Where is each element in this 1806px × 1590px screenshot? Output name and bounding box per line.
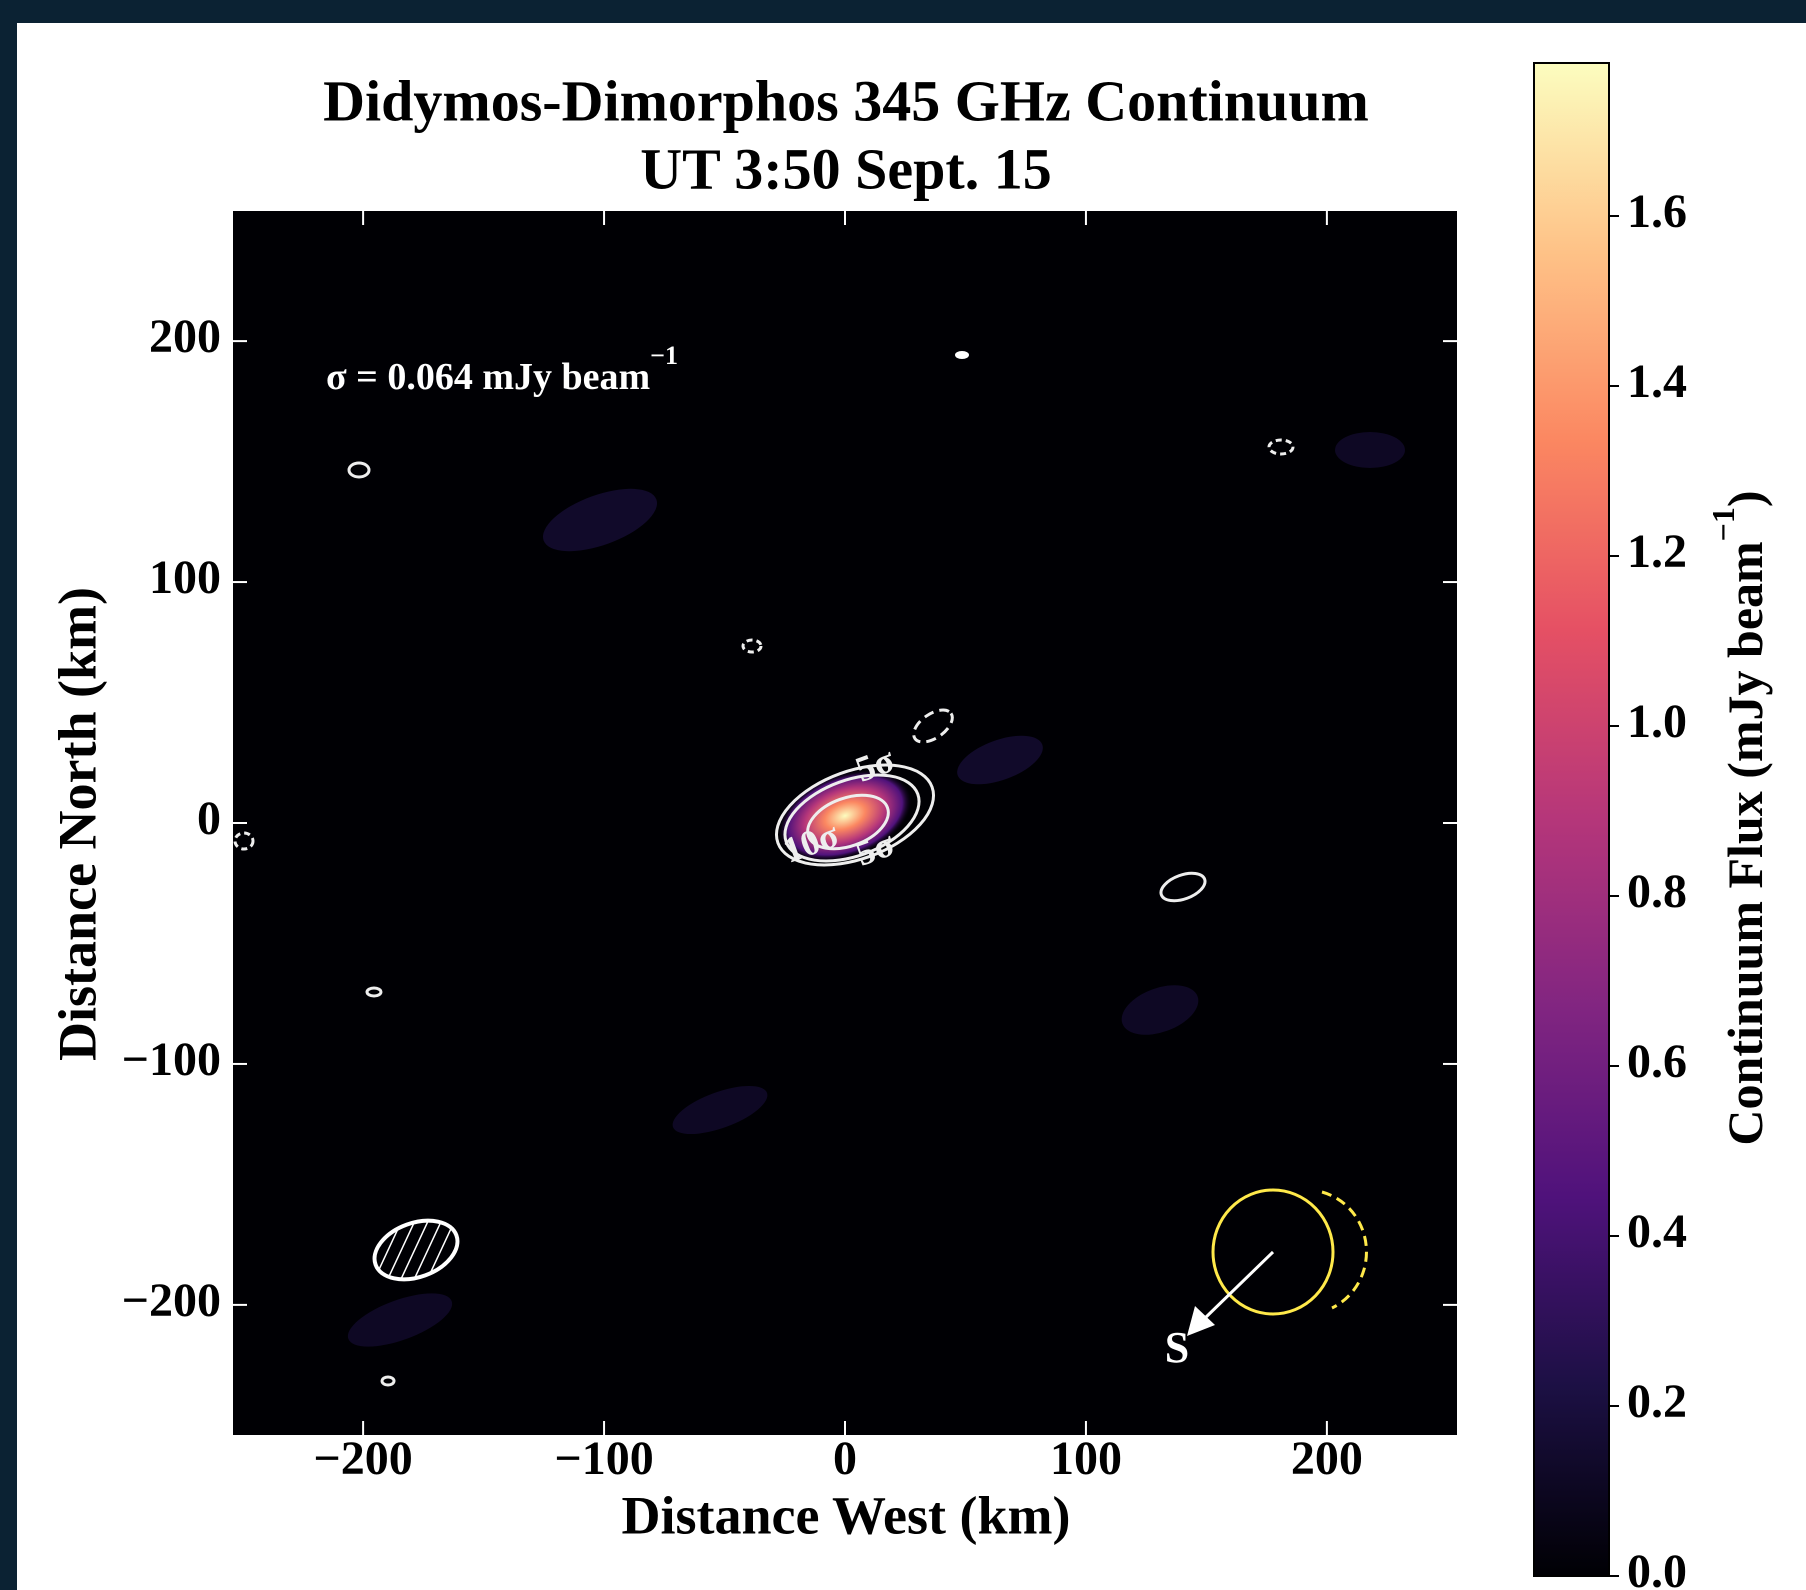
colorbar-label-superscript: −1: [1705, 507, 1741, 541]
x-tick-label: 0: [833, 1432, 857, 1485]
y-tick-label: 0: [197, 792, 221, 845]
x-tick-label: −200: [313, 1432, 412, 1485]
colorbar-tick-label: 1.6: [1627, 185, 1687, 238]
colorbar-tick-label: 0.2: [1627, 1375, 1687, 1428]
y-tick-label: 100: [149, 551, 221, 604]
y-tick-label: −100: [122, 1033, 221, 1086]
x-axis-label: Distance West (km): [622, 1485, 1071, 1545]
y-axis-label: Distance North (km): [47, 587, 107, 1061]
colorbar-tick-label: 1.0: [1627, 695, 1687, 748]
direction-label: S: [1165, 1323, 1189, 1372]
colorbar-tick-label: 1.4: [1627, 355, 1687, 408]
colorbar-tick-label: 0.8: [1627, 865, 1687, 918]
colorbar-label-text: Continuum Flux (mJy beam: [1717, 541, 1773, 1145]
y-tick-label: 200: [149, 310, 221, 363]
colorbar: [1534, 63, 1609, 1576]
colorbar-tick-label: 0.6: [1627, 1035, 1687, 1088]
chart-subtitle: UT 3:50 Sept. 15: [640, 136, 1051, 201]
colorbar-tick-label: 0.0: [1627, 1545, 1687, 1590]
annotation-superscript: −1: [650, 341, 678, 370]
chart-title: Didymos-Dimorphos 345 GHz Continuum: [323, 68, 1369, 133]
x-tick-label: 100: [1050, 1432, 1122, 1485]
x-tick-label: 200: [1291, 1432, 1363, 1485]
chart: Didymos-Dimorphos 345 GHz Continuum UT 3…: [0, 0, 1806, 1590]
colorbar-label-suffix: ): [1717, 490, 1773, 507]
colorbar-tick-label: 1.2: [1627, 525, 1687, 578]
annotation-text: σ = 0.064 mJy beam: [326, 356, 650, 398]
page: Didymos-Dimorphos 345 GHz Continuum UT 3…: [0, 0, 1806, 1590]
colorbar-tick-label: 0.4: [1627, 1205, 1687, 1258]
y-tick-label: −200: [122, 1274, 221, 1327]
x-tick-label: −100: [554, 1432, 653, 1485]
